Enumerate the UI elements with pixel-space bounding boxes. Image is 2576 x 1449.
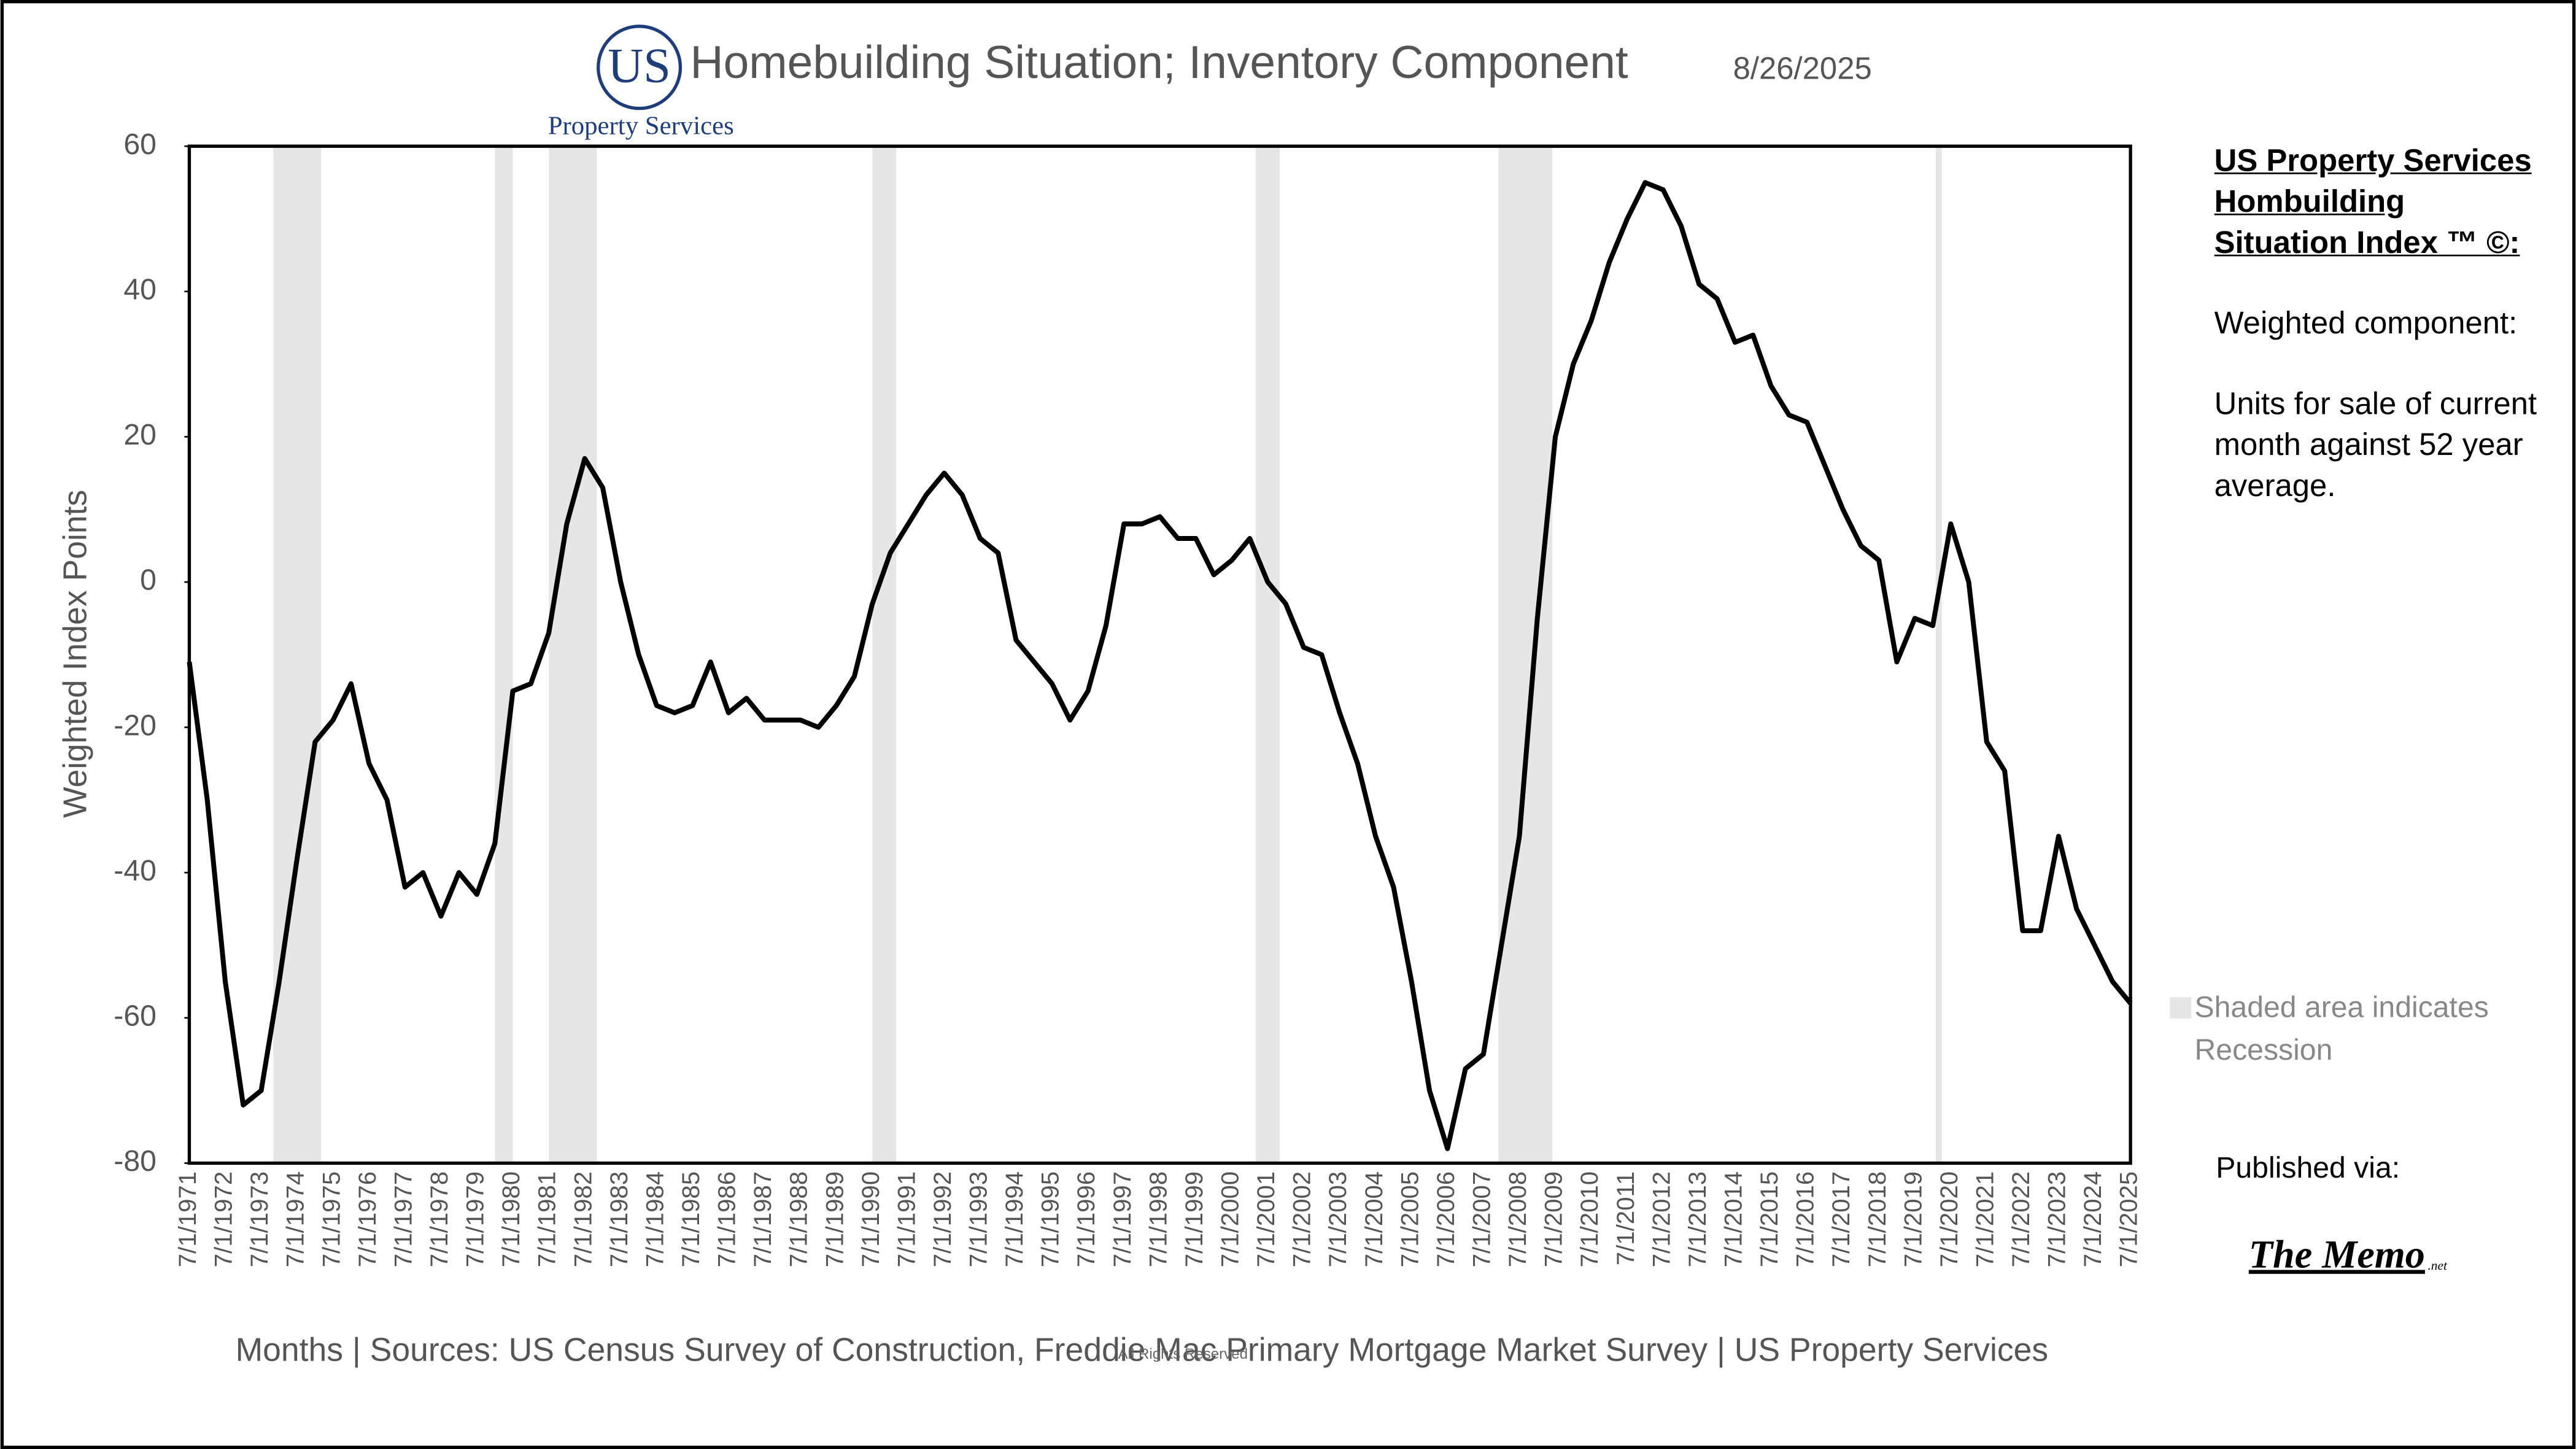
chart-date: 8/26/2025 [1733,50,1872,85]
x-tick-label: 7/1/1996 [1072,1171,1100,1267]
x-tick-label: 7/1/1976 [354,1171,381,1267]
y-tick-label: 20 [123,418,157,451]
publisher: The Memo [2249,1232,2425,1276]
plot-frame [187,144,2132,1165]
x-tick-label: 7/1/1985 [677,1171,705,1267]
x-tick-label: 7/1/1994 [1000,1171,1028,1267]
y-tick-label: 0 [140,564,157,597]
x-tick-label: 7/1/1974 [282,1171,309,1267]
x-tick-label: 7/1/2008 [1504,1171,1531,1267]
data-line [187,180,2133,1151]
recession-band [1255,146,1280,1163]
recession-band [1935,146,1942,1163]
x-tick-label: 7/1/1982 [569,1171,597,1267]
recession-band [872,146,897,1163]
x-tick-label: 7/1/2021 [1971,1171,1998,1267]
recession-band [495,146,513,1163]
side-panel: US Property Services Hombuilding Situati… [2214,144,2537,505]
legend-box: Shaded area indicates Recession [2194,990,2489,1066]
x-tick-label: 7/1/2000 [1216,1171,1244,1267]
x-tick-label: 7/1/2024 [2079,1171,2106,1267]
x-tick-label: 7/1/1987 [749,1171,776,1267]
publisher-suffix: .net [2427,1258,2448,1273]
x-tick-label: 7/1/2002 [1288,1171,1316,1267]
x-tick-label: 7/1/2018 [1863,1171,1891,1267]
y-tick-label: -20 [114,709,157,742]
x-tick-label: 7/1/1979 [462,1171,489,1267]
side-heading: US Property Services Hombuilding Situati… [2214,144,2532,262]
legend-text: Shaded area indicates Recession [2194,990,2489,1066]
x-tick-label: 7/1/1998 [1144,1171,1172,1267]
x-axis-label: Months | Sources: US Census Survey of Co… [236,1332,2049,1368]
x-tick-label: 7/1/1980 [497,1171,525,1267]
y-tick-label: 40 [123,273,157,306]
side-description: Units for sale of current month against … [2214,387,2537,505]
recession-band [273,146,322,1163]
x-tick-label: 7/1/2019 [1899,1171,1927,1267]
y-axis-label: Weighted Index Points [58,490,94,818]
x-tick-label: 7/1/1989 [821,1171,848,1267]
y-tick-label: -40 [114,854,157,887]
x-tick-label: 7/1/1971 [174,1171,201,1267]
legend-swatch [2170,997,2192,1019]
x-tick-label: 7/1/1983 [605,1171,633,1267]
x-tick-label: 7/1/2016 [1792,1171,1819,1267]
x-tick-label: 7/1/2023 [2043,1171,2071,1267]
x-tick-label: 7/1/1978 [425,1171,453,1267]
x-tick-label: 7/1/1975 [317,1171,345,1267]
x-tick-label: 7/1/1972 [210,1171,238,1267]
side-component: Weighted component: [2214,307,2518,342]
y-tick-label: -80 [114,1144,157,1178]
rights-box: All Rights Reserved [1118,1345,1248,1362]
logo-circle [597,25,683,111]
recession-band [549,146,597,1163]
x-tick-label: 7/1/1988 [785,1171,813,1267]
recession-band [1498,146,1553,1163]
y-tick-label: 60 [123,128,157,161]
x-tick-label: 7/1/1977 [389,1171,417,1267]
x-tick-label: 7/1/2025 [2115,1171,2143,1267]
x-tick-label: 7/1/2010 [1576,1171,1603,1267]
x-tick-label: 7/1/2009 [1540,1171,1568,1267]
x-tick-label: 7/1/2006 [1432,1171,1460,1267]
x-tick-label: 7/1/2007 [1468,1171,1496,1267]
x-tick-label: 7/1/1984 [641,1171,668,1267]
x-tick-label: 7/1/1992 [929,1171,956,1267]
x-tick-label: 7/1/1991 [892,1171,920,1267]
x-tick-label: 7/1/1995 [1037,1171,1064,1267]
logo-mark: US [608,38,671,93]
x-tick-label: 7/1/1993 [965,1171,992,1267]
x-tick-label: 7/1/2003 [1324,1171,1352,1267]
x-tick-label: 7/1/2011 [1612,1171,1639,1265]
x-tick-label: 7/1/2004 [1360,1171,1388,1267]
chart-title: Homebuilding Situation; Inventory Compon… [690,36,1628,88]
x-tick-label: 7/1/1973 [246,1171,273,1267]
logo-text: Property Services [548,112,734,141]
x-tick-label: 7/1/1997 [1108,1171,1136,1267]
rights: All Rights Reserved [1118,1345,1248,1362]
x-tick-label: 7/1/2022 [2007,1171,2035,1267]
x-tick-label: 7/1/2017 [1827,1171,1855,1267]
x-tick-label: 7/1/1990 [857,1171,884,1267]
published-label: Published via: [2216,1151,2400,1184]
x-tick-label: 7/1/2005 [1396,1171,1423,1267]
x-tick-label: 7/1/2020 [1935,1171,1963,1267]
x-tick-label: 7/1/2014 [1719,1171,1747,1267]
x-tick-label: 7/1/1986 [713,1171,741,1267]
x-tick-label: 7/1/1999 [1180,1171,1208,1267]
x-tick-label: 7/1/2015 [1755,1171,1783,1267]
x-tick-label: 7/1/1981 [533,1171,561,1267]
x-tick-label: 7/1/2001 [1252,1171,1280,1267]
x-tick-label: 7/1/2013 [1684,1171,1711,1267]
plot: -80 -60 -40 -20 0 20 40 60 7/1/1971 7/1/1972 7/1/1… [114,128,2142,1267]
y-tick-label: -60 [114,1000,157,1033]
x-tick-label: 7/1/2012 [1647,1171,1675,1267]
